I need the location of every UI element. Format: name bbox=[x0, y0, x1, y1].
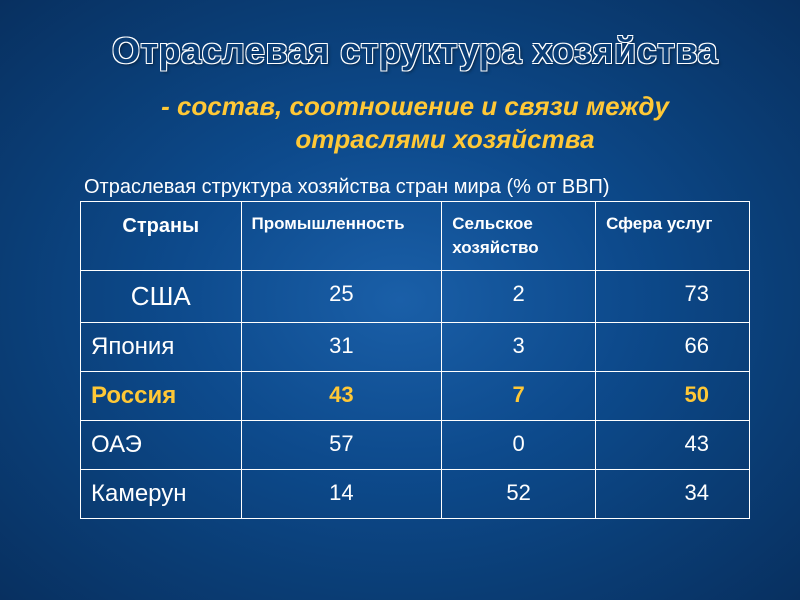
cell-country: ОАЭ bbox=[81, 420, 242, 469]
cell-agriculture: 52 bbox=[442, 469, 596, 518]
subtitle-line1: - состав, соотношение и связи между bbox=[161, 91, 669, 121]
cell-industry: 14 bbox=[241, 469, 442, 518]
cell-country: Япония bbox=[81, 322, 242, 371]
cell-services: 73 bbox=[596, 270, 750, 322]
subtitle-line2: отраслями хозяйства bbox=[80, 123, 750, 156]
table-row: США 25 2 73 bbox=[81, 270, 750, 322]
cell-services: 50 bbox=[596, 371, 750, 420]
table-header-row: Страны Промышленность Сельское хозяйство… bbox=[81, 202, 750, 271]
col-country-header: Страны bbox=[81, 202, 242, 271]
cell-services: 34 bbox=[596, 469, 750, 518]
table-caption: Отраслевая структура хозяйства стран мир… bbox=[80, 175, 750, 199]
page-title: Отраслевая структура хозяйства bbox=[80, 30, 750, 72]
economy-structure-table: Страны Промышленность Сельское хозяйство… bbox=[80, 201, 750, 519]
cell-industry: 43 bbox=[241, 371, 442, 420]
table-row: Камерун 14 52 34 bbox=[81, 469, 750, 518]
table-row: ОАЭ 57 0 43 bbox=[81, 420, 750, 469]
cell-agriculture: 3 bbox=[442, 322, 596, 371]
table-row: Япония 31 3 66 bbox=[81, 322, 750, 371]
cell-services: 43 bbox=[596, 420, 750, 469]
cell-agriculture: 0 bbox=[442, 420, 596, 469]
cell-industry: 31 bbox=[241, 322, 442, 371]
table-row: Россия 43 7 50 bbox=[81, 371, 750, 420]
cell-agriculture: 2 bbox=[442, 270, 596, 322]
subtitle: - состав, соотношение и связи между отра… bbox=[80, 90, 750, 155]
cell-country: Россия bbox=[81, 371, 242, 420]
cell-industry: 57 bbox=[241, 420, 442, 469]
col-agriculture-header: Сельское хозяйство bbox=[442, 202, 596, 271]
table-body: США 25 2 73 Япония 31 3 66 Россия 43 7 5… bbox=[81, 270, 750, 518]
cell-agriculture: 7 bbox=[442, 371, 596, 420]
cell-services: 66 bbox=[596, 322, 750, 371]
cell-country: Камерун bbox=[81, 469, 242, 518]
cell-country: США bbox=[81, 270, 242, 322]
col-services-header: Сфера услуг bbox=[596, 202, 750, 271]
col-industry-header: Промышленность bbox=[241, 202, 442, 271]
cell-industry: 25 bbox=[241, 270, 442, 322]
